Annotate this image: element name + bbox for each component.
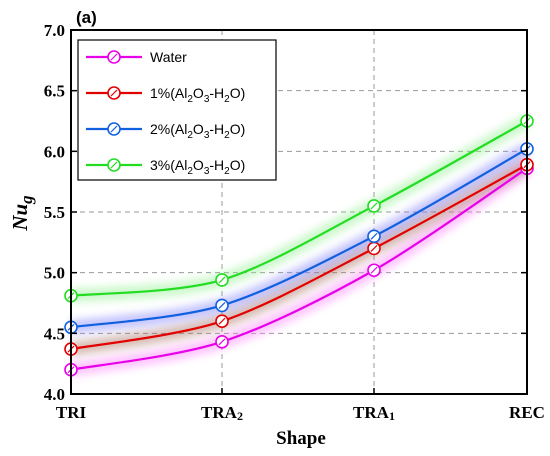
series-line — [70, 167, 528, 371]
legend-swatch-mark — [110, 161, 118, 169]
x-tick-label: TRA1 — [353, 403, 395, 423]
panel-label: (a) — [76, 8, 97, 27]
legend-swatch-mark — [110, 89, 118, 97]
x-tick-label: TRA2 — [201, 403, 243, 423]
legend-label: 1%(Al2O3-H2O) — [150, 85, 245, 105]
x-tick-label-subscript: 2 — [237, 409, 243, 423]
y-tick-label: 5.0 — [44, 264, 65, 283]
legend: Water 1%(Al2O3-H2O) 2%(Al2O3-H2O) 3%(Al2O3-… — [77, 39, 277, 181]
legend-label: Water — [150, 49, 187, 65]
data-point-mark — [370, 244, 378, 252]
y-axis-title-sub: g — [17, 195, 36, 205]
y-tick-label: 4.0 — [44, 385, 65, 404]
y-tick-label: 7.0 — [44, 21, 65, 40]
series-line — [70, 163, 528, 351]
legend-label: 2%(Al2O3-H2O) — [150, 121, 245, 141]
data-point-mark — [370, 266, 378, 274]
legend-swatch-mark — [110, 125, 118, 133]
y-tick-label: 4.5 — [44, 324, 65, 343]
data-point-mark — [370, 232, 378, 240]
y-axis-title: Nug — [8, 195, 36, 232]
y-tick-label: 5.5 — [44, 203, 65, 222]
series-line — [70, 120, 528, 297]
legend-box — [77, 39, 277, 181]
y-tick-label: 6.5 — [44, 82, 65, 101]
data-point-mark — [370, 202, 378, 210]
y-tick-label: 6.0 — [44, 142, 65, 161]
data-point-mark — [218, 317, 226, 325]
data-point-mark — [218, 276, 226, 284]
data-point-mark — [218, 302, 226, 309]
legend-swatch-mark — [110, 53, 118, 61]
series-line — [70, 147, 528, 329]
x-tick-label: TRI — [56, 403, 87, 422]
x-tick-label-subscript: 1 — [389, 409, 395, 423]
data-point-mark — [218, 338, 226, 346]
axis-ticks: 4.0 4.5 5.0 5.5 6.0 6.5 7.0 TRI TRA2 TRA1 REC — [44, 21, 545, 423]
legend-label: 3%(Al2O3-H2O) — [150, 157, 245, 177]
y-axis-title-main: Nu — [8, 204, 32, 232]
x-axis-title: Shape — [276, 428, 326, 449]
x-tick-label: REC — [509, 403, 545, 422]
